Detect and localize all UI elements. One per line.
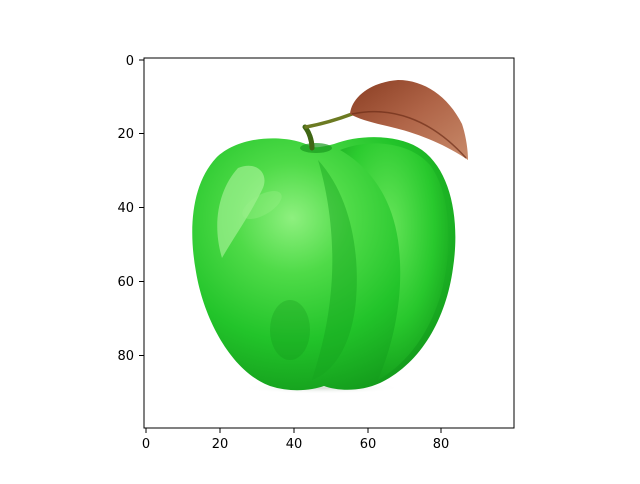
apple-highlight (217, 165, 265, 258)
apple-leaf (350, 80, 468, 160)
leaf-stalk (304, 112, 354, 129)
y-tick-label: 80 (117, 349, 134, 364)
y-tick-label: 40 (117, 201, 134, 216)
apple-glare (242, 191, 282, 219)
stem-cavity (300, 143, 332, 153)
y-tick-label: 60 (117, 275, 134, 290)
leaf-vein (351, 110, 467, 159)
x-tick-label: 0 (142, 437, 150, 452)
apple-lower-shade (270, 300, 310, 360)
y-tick-label: 20 (117, 127, 134, 142)
x-tick-label: 40 (286, 437, 303, 452)
x-tick-label: 80 (433, 437, 450, 452)
green-apple-image (192, 80, 468, 394)
x-tick-label: 20 (212, 437, 229, 452)
apple-right-lobe (340, 143, 449, 380)
x-tick-label: 60 (360, 437, 377, 452)
y-tick-label: 0 (126, 54, 134, 69)
x-axis: 0 20 40 60 80 (142, 428, 449, 452)
apple-crease (312, 160, 357, 380)
axes-frame (143, 57, 515, 429)
y-axis: 0 20 40 60 80 (117, 54, 144, 364)
